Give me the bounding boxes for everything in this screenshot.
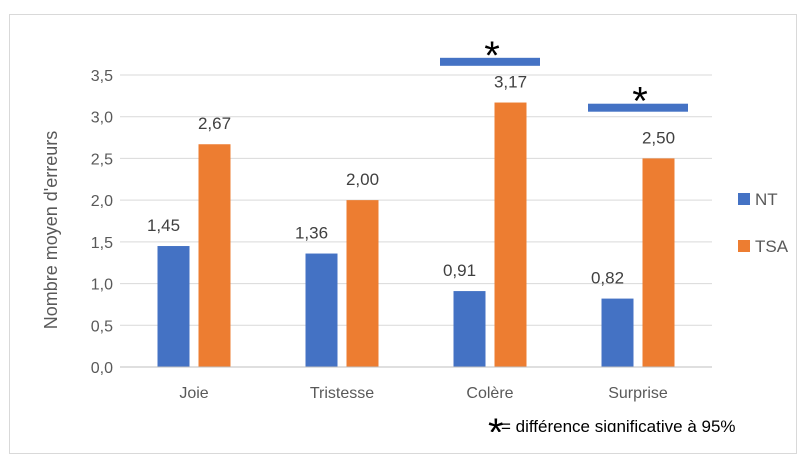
y-tick-label: 1,0	[91, 277, 113, 294]
x-tick-label: Surprise	[608, 385, 668, 402]
bar	[494, 102, 527, 367]
significance-bar	[440, 57, 540, 66]
significance-star: *	[632, 80, 648, 124]
chart: 1,45 2,67 1,36 2,00 0,91 3,17 0,82 2,50 0,0 0,5 1…	[9, 14, 797, 454]
y-tick-label: 2,5	[91, 151, 113, 168]
significance-bar	[588, 103, 688, 112]
data-label: 2,50	[642, 128, 675, 147]
y-axis-title: Nombre moyen d'erreurs	[41, 131, 61, 330]
bar	[453, 291, 486, 367]
chart-svg: 1,45 2,67 1,36 2,00 0,91 3,17 0,82 2,50 0,0 0,5 1…	[41, 34, 789, 432]
footnote-star: *	[488, 411, 504, 432]
data-label: 2,67	[198, 114, 231, 133]
y-tick-label: 1,5	[91, 235, 113, 252]
legend-swatch	[738, 193, 750, 205]
data-label: 3,17	[494, 73, 527, 92]
axes: 0,0 0,5 1,0 1,5 2,0 2,5 3,0 3,5 Joie Tristesse Col…	[91, 68, 712, 402]
data-labels: 1,45 2,67 1,36 2,00 0,91 3,17 0,82 2,50	[147, 73, 675, 288]
x-tick-label: Tristesse	[310, 385, 374, 402]
footnote-text: = différence significative à 95%	[501, 417, 736, 432]
data-label: 2,00	[346, 170, 379, 189]
significance-markers: **	[440, 34, 688, 124]
data-label: 1,36	[295, 224, 328, 243]
data-label: 0,82	[591, 269, 624, 288]
bar	[157, 246, 190, 367]
legend: NT TSA	[738, 190, 789, 256]
legend-label: NT	[755, 190, 778, 209]
y-tick-label: 3,0	[91, 110, 113, 127]
legend-label: TSA	[755, 237, 789, 256]
bar	[642, 158, 675, 367]
y-tick-label: 0,5	[91, 318, 113, 335]
bar	[346, 200, 379, 367]
data-label: 0,91	[443, 261, 476, 280]
bar	[198, 144, 231, 367]
footnote: * = différence significative à 95%	[488, 411, 736, 432]
y-tick-label: 3,5	[91, 68, 113, 85]
legend-swatch	[738, 240, 750, 252]
bar	[601, 298, 634, 367]
x-tick-label: Colère	[466, 385, 513, 402]
y-tick-label: 2,0	[91, 193, 113, 210]
significance-star: *	[484, 34, 500, 78]
x-tick-label: Joie	[179, 385, 208, 402]
y-tick-label: 0,0	[91, 360, 113, 377]
data-label: 1,45	[147, 216, 180, 235]
bars	[157, 102, 675, 367]
bar	[305, 253, 338, 367]
